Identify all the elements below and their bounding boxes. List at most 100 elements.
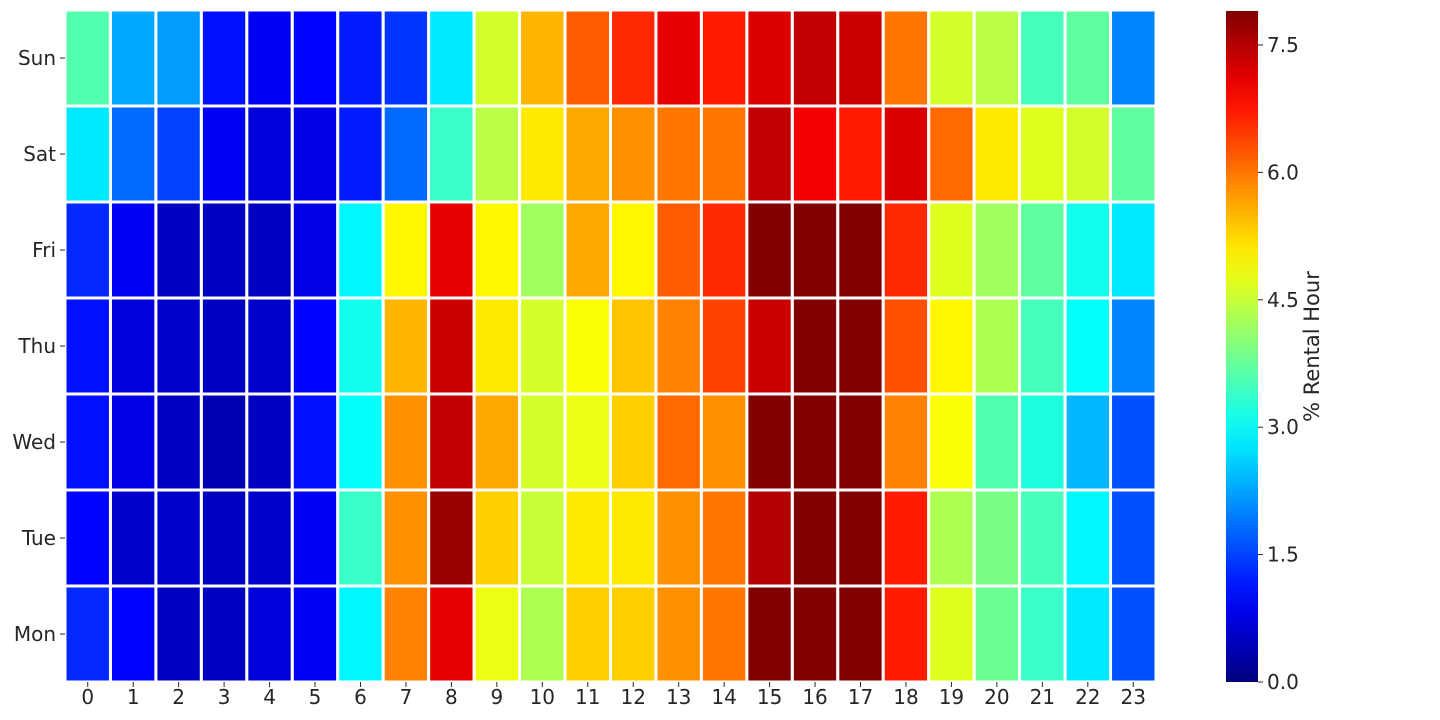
heatmap-cell bbox=[1018, 104, 1067, 204]
heatmap-cell bbox=[836, 584, 885, 684]
x-tick-label: 17 bbox=[848, 685, 873, 709]
heatmap-cell bbox=[790, 584, 840, 684]
heatmap-cell bbox=[336, 584, 385, 684]
heatmap-cell bbox=[563, 488, 613, 588]
y-tick-label: Mon bbox=[14, 622, 56, 646]
heatmap-cell bbox=[290, 488, 340, 588]
colorbar-tick-label: 3.0 bbox=[1267, 415, 1299, 439]
heatmap-cell bbox=[790, 488, 840, 588]
heatmap-cell bbox=[108, 200, 158, 300]
x-tick-label: 5 bbox=[309, 685, 322, 709]
heatmap-cell bbox=[381, 392, 431, 492]
heatmap-cell bbox=[699, 392, 749, 492]
x-tick-label: 11 bbox=[575, 685, 600, 709]
heatmap-cell bbox=[927, 104, 976, 204]
heatmap-cell bbox=[609, 392, 658, 492]
heatmap-cell bbox=[609, 584, 658, 684]
heatmap-cell bbox=[654, 392, 703, 492]
heatmap-cell bbox=[63, 488, 112, 588]
heatmap-cell bbox=[63, 8, 112, 108]
heatmap-cell bbox=[972, 296, 1022, 396]
heatmap-cell bbox=[154, 296, 203, 396]
y-tick-label: Sun bbox=[18, 46, 56, 70]
heatmap-cell bbox=[836, 296, 885, 396]
heatmap-cell bbox=[1063, 584, 1113, 684]
heatmap-cell bbox=[745, 200, 794, 300]
heatmap-cell bbox=[336, 200, 385, 300]
heatmap-cell bbox=[1018, 200, 1067, 300]
y-tick-label: Tue bbox=[21, 526, 56, 550]
heatmap-cell bbox=[699, 200, 749, 300]
heatmap-cell bbox=[427, 296, 476, 396]
heatmap-cell bbox=[336, 488, 385, 588]
heatmap-cell bbox=[108, 296, 158, 396]
heatmap-cell bbox=[1109, 392, 1158, 492]
heatmap-cell bbox=[790, 200, 840, 300]
y-tick-label: Sat bbox=[23, 142, 56, 166]
heatmap-cell bbox=[199, 392, 249, 492]
heatmap-cell bbox=[790, 296, 840, 396]
heatmap-cell bbox=[381, 8, 431, 108]
heatmap-cell bbox=[745, 584, 794, 684]
heatmap-cell bbox=[745, 392, 794, 492]
colorbar-tick-label: 0.0 bbox=[1267, 670, 1299, 694]
heatmap-cell bbox=[563, 200, 613, 300]
heatmap-cell bbox=[790, 392, 840, 492]
x-axis-ticks: 0 1 2 3 4 5 6 7 8 9 10 11 12 13 14 15 16 17 18 19 20 21 22 23 bbox=[81, 682, 1146, 709]
heatmap-cell bbox=[427, 200, 476, 300]
heatmap-cell bbox=[381, 104, 431, 204]
heatmap-cell bbox=[1109, 584, 1158, 684]
y-axis-ticks: Sun Sat Fri Thu Wed Tue Mon bbox=[12, 46, 65, 646]
heatmap-cell bbox=[472, 8, 522, 108]
colorbar-ticks: 0.0 1.5 3.0 4.5 6.0 7.5 bbox=[1258, 33, 1299, 694]
heatmap-cell bbox=[154, 392, 203, 492]
heatmap-cell bbox=[381, 200, 431, 300]
heatmap-cell bbox=[1018, 392, 1067, 492]
heatmap-cell bbox=[1018, 584, 1067, 684]
heatmap-cell bbox=[654, 200, 703, 300]
heatmap-cell bbox=[427, 392, 476, 492]
heatmap-cell bbox=[63, 392, 112, 492]
x-tick-label: 13 bbox=[666, 685, 691, 709]
heatmap-cell bbox=[699, 296, 749, 396]
x-tick-label: 21 bbox=[1030, 685, 1055, 709]
heatmap-cell bbox=[881, 8, 931, 108]
heatmap-cell bbox=[609, 296, 658, 396]
heatmap-cell bbox=[63, 584, 112, 684]
heatmap-cell bbox=[745, 104, 794, 204]
y-tick-label: Thu bbox=[17, 334, 56, 358]
heatmap-cell bbox=[972, 584, 1022, 684]
heatmap-cell bbox=[927, 488, 976, 588]
heatmap-cell bbox=[427, 104, 476, 204]
x-tick-label: 20 bbox=[984, 685, 1009, 709]
x-tick-label: 1 bbox=[127, 685, 140, 709]
heatmap-cell bbox=[1063, 296, 1113, 396]
heatmap-cell bbox=[63, 200, 112, 300]
x-tick-label: 7 bbox=[400, 685, 413, 709]
heatmap-cell bbox=[1018, 8, 1067, 108]
heatmap-cell bbox=[1063, 104, 1113, 204]
heatmap-cell bbox=[427, 8, 476, 108]
heatmap-cell bbox=[609, 8, 658, 108]
heatmap-cell bbox=[336, 8, 385, 108]
heatmap-cell bbox=[836, 392, 885, 492]
heatmap-cell bbox=[1063, 200, 1113, 300]
x-tick-label: 19 bbox=[939, 685, 964, 709]
heatmap-cell bbox=[927, 584, 976, 684]
colorbar-label: % Rental Hour bbox=[1300, 271, 1324, 422]
heatmap-cell bbox=[1063, 392, 1113, 492]
heatmap-cell bbox=[790, 104, 840, 204]
heatmap-cell bbox=[245, 584, 294, 684]
heatmap-cell bbox=[472, 200, 522, 300]
heatmap-cell bbox=[381, 584, 431, 684]
heatmap-cell bbox=[63, 104, 112, 204]
heatmap-cell bbox=[1109, 296, 1158, 396]
heatmap-cell bbox=[699, 488, 749, 588]
heatmap-cell bbox=[518, 200, 567, 300]
heatmap-cell bbox=[245, 8, 294, 108]
heatmap-cell bbox=[427, 488, 476, 588]
heatmap-cell bbox=[654, 584, 703, 684]
x-tick-label: 8 bbox=[445, 685, 458, 709]
y-tick-label: Wed bbox=[12, 430, 56, 454]
